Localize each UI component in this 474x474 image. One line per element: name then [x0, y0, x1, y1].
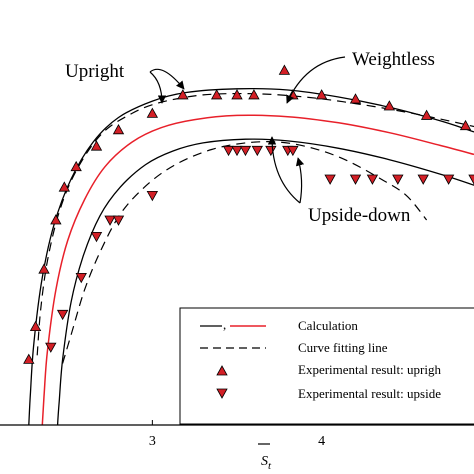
series-line-calc-upside-down: [56, 138, 474, 426]
legend-label-calc: Calculation: [298, 318, 358, 333]
marker-triangle-up: [383, 100, 396, 111]
annotation-upright-arrow-inner: [149, 71, 167, 104]
annotation-upside-down: Upside-down: [267, 136, 411, 226]
marker-triangle-up: [50, 214, 62, 225]
marker-triangle-up: [349, 93, 362, 104]
marker-triangle-down: [222, 145, 235, 157]
legend-swatch-calc-comma: ,: [223, 317, 226, 332]
marker-triangle-down: [231, 145, 243, 157]
markers-layer: [23, 64, 474, 364]
legend-item-calc: , Calculation: [200, 317, 358, 333]
series-line-calc-weightless: [41, 114, 474, 426]
marker-triangle-down: [287, 145, 299, 157]
legend-box: [179, 307, 474, 425]
legend-item-up: Experimental result: uprigh: [216, 362, 441, 377]
marker-triangle-down: [104, 215, 116, 226]
legend-swatch-down: [216, 388, 228, 399]
marker-triangle-up: [58, 181, 71, 192]
legend: , Calculation Curve fitting line Experim…: [179, 307, 474, 425]
legend-item-fit: Curve fitting line: [200, 340, 388, 355]
annotation-upside-down-arrow-upper: [267, 136, 301, 204]
marker-triangle-down: [265, 145, 277, 157]
marker-triangle-down: [75, 273, 87, 284]
marker-triangle-up: [146, 107, 159, 118]
marker-triangle-down: [442, 174, 455, 185]
marker-triangle-up: [278, 64, 291, 75]
marker-triangle-up: [90, 140, 103, 151]
marker-triangle-down: [366, 174, 379, 185]
curves-layer: [28, 87, 474, 426]
legend-label-down: Experimental result: upside: [298, 386, 441, 401]
annotation-upright-label: Upright: [65, 61, 125, 82]
marker-triangle-down: [349, 174, 362, 185]
annotation-weightless: Weightless: [286, 49, 435, 104]
marker-triangle-up: [211, 89, 223, 100]
marker-triangle-down: [112, 215, 125, 226]
marker-triangle-down: [468, 174, 474, 185]
legend-item-down: Experimental result: upside: [216, 386, 441, 401]
series-line-calc-upright: [28, 87, 474, 426]
annotation-upside-down-arrow-lower: [295, 157, 305, 204]
marker-triangle-down: [417, 174, 429, 185]
marker-triangle-up: [459, 119, 472, 131]
x-axis-title: St: [258, 443, 272, 472]
marker-triangle-down: [45, 342, 57, 353]
annotation-weightless-arrow: [286, 56, 346, 104]
annotation-weightless-label: Weightless: [352, 49, 435, 70]
marker-triangle-up: [315, 89, 328, 100]
marker-triangle-down: [90, 232, 103, 243]
series-line-fit-upside-down: [62, 141, 428, 364]
marker-triangle-down: [392, 174, 404, 185]
marker-triangle-down: [239, 145, 252, 157]
marker-triangle-down: [56, 309, 69, 321]
annotation-upright: Upright: [65, 61, 185, 104]
marker-triangle-down: [324, 174, 336, 185]
marker-triangle-up: [420, 109, 433, 120]
marker-triangle-down: [251, 145, 263, 157]
annotation-upright-arrow-outer: [149, 68, 185, 90]
marker-triangle-up: [23, 353, 35, 364]
x-tick-label: 4: [318, 434, 325, 449]
marker-triangle-up: [70, 160, 82, 172]
marker-triangle-up: [38, 263, 50, 274]
marker-triangle-up: [29, 320, 42, 331]
marker-triangle-up: [231, 89, 243, 100]
annotation-upside-down-label: Upside-down: [308, 205, 411, 226]
legend-label-fit: Curve fitting line: [298, 340, 388, 355]
marker-triangle-up: [248, 89, 260, 100]
x-tick-label: 3: [149, 434, 156, 449]
legend-label-up: Experimental result: uprigh: [298, 362, 441, 377]
legend-swatch-up: [216, 365, 228, 376]
marker-triangle-up: [112, 123, 125, 135]
marker-triangle-down: [146, 191, 159, 202]
x-axis-title-text: St: [261, 454, 272, 472]
marker-triangle-up: [177, 89, 189, 100]
